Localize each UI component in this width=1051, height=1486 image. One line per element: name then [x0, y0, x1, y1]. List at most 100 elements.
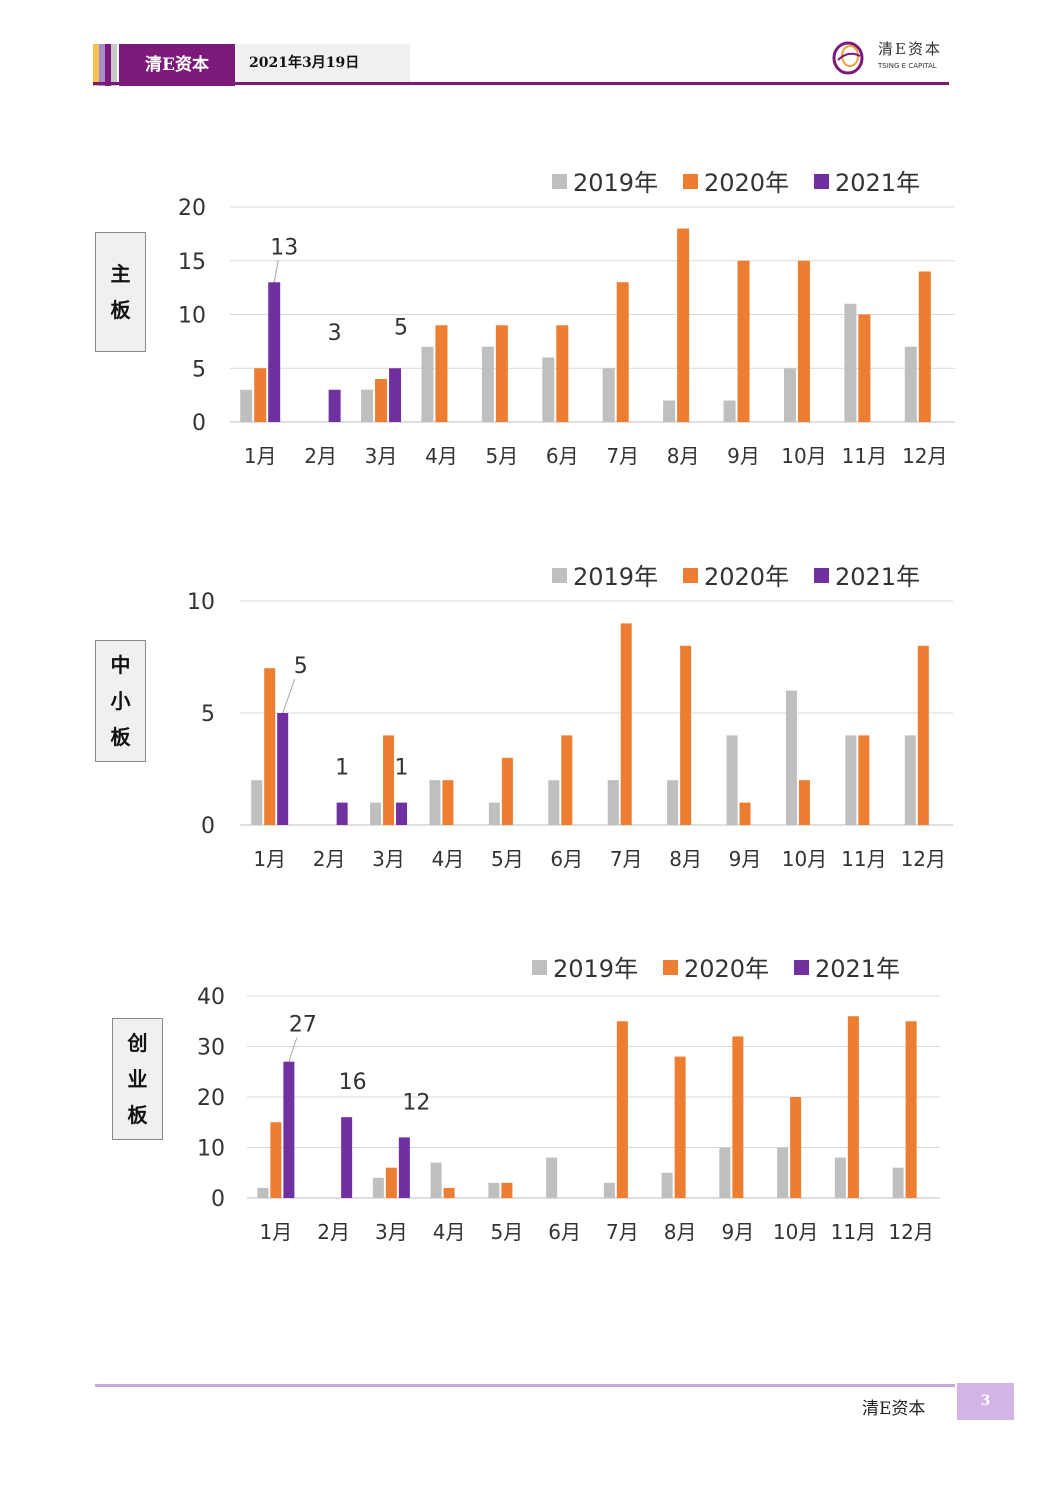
side-label-char: 创 — [127, 1031, 148, 1055]
x-tick-label: 4月 — [425, 444, 458, 468]
y-tick-label: 30 — [197, 1036, 225, 1061]
bar — [858, 735, 870, 825]
bar — [442, 780, 454, 825]
header-brand: 清E资本 — [119, 44, 235, 86]
bar — [481, 346, 494, 422]
x-tick-label: 6月 — [548, 1220, 581, 1244]
y-tick-label: 10 — [187, 590, 215, 615]
x-tick-label: 3月 — [365, 444, 398, 468]
footer-brand: 清E资本 — [862, 1399, 926, 1419]
x-tick-label: 11月 — [831, 1220, 876, 1244]
bar — [737, 260, 750, 422]
bar — [389, 368, 402, 422]
legend-label: 2020年 — [704, 169, 789, 197]
x-tick-label: 4月 — [433, 1220, 466, 1244]
bar — [723, 400, 736, 422]
bar — [732, 1036, 744, 1198]
legend-swatch — [683, 174, 698, 189]
data-label: 3 — [328, 321, 342, 346]
x-tick-label: 12月 — [902, 444, 947, 468]
bar — [798, 780, 810, 825]
data-label: 1 — [335, 756, 349, 781]
x-tick-label: 10月 — [773, 1220, 818, 1244]
bar — [421, 346, 434, 422]
header-date: 2021年3月19日 — [235, 44, 410, 82]
bar — [383, 735, 395, 825]
bar — [548, 780, 560, 825]
y-tick-label: 40 — [197, 985, 225, 1010]
side-label-main-board: 主 板 — [95, 232, 146, 352]
bar — [240, 389, 253, 422]
x-tick-label: 2月 — [304, 444, 337, 468]
side-label-char: 主 — [110, 262, 131, 286]
x-tick-label: 9月 — [722, 1220, 755, 1244]
data-label: 1 — [395, 756, 409, 781]
bar — [797, 260, 810, 422]
legend-swatch — [552, 568, 567, 583]
data-label: 12 — [402, 1090, 430, 1115]
bar — [361, 389, 374, 422]
bar — [277, 713, 289, 825]
bar — [834, 1157, 846, 1198]
bar — [785, 690, 797, 825]
y-tick-label: 10 — [197, 1137, 225, 1162]
bar — [904, 735, 916, 825]
side-label-sme-board: 中 小 板 — [95, 640, 146, 762]
x-tick-label: 1月 — [244, 444, 277, 468]
side-label-char: 板 — [110, 725, 131, 749]
legend-swatch — [683, 568, 698, 583]
legend-label: 2019年 — [573, 169, 658, 197]
bar — [847, 1016, 859, 1198]
side-label-char: 板 — [110, 298, 131, 322]
x-tick-label: 6月 — [550, 847, 583, 871]
side-label-char: 小 — [110, 689, 131, 713]
x-tick-label: 10月 — [781, 444, 826, 468]
x-tick-label: 9月 — [727, 444, 760, 468]
legend-label: 2021年 — [835, 563, 920, 591]
bar — [616, 1021, 628, 1198]
bar — [283, 1061, 295, 1198]
x-tick-label: 3月 — [372, 847, 405, 871]
bar — [264, 668, 276, 825]
bar — [257, 1187, 269, 1198]
x-tick-label: 8月 — [664, 1220, 697, 1244]
bar — [620, 623, 632, 825]
x-tick-label: 8月 — [667, 444, 700, 468]
bar — [858, 314, 871, 422]
brand-logo-icon — [832, 41, 864, 75]
x-tick-label: 6月 — [546, 444, 579, 468]
x-tick-label: 7月 — [610, 847, 643, 871]
x-tick-label: 5月 — [491, 847, 524, 871]
legend-swatch — [663, 960, 678, 975]
bar — [336, 802, 348, 825]
data-label-leader — [282, 678, 296, 714]
bar — [783, 368, 796, 422]
side-label-gem-board: 创 业 板 — [112, 1018, 163, 1140]
y-tick-label: 15 — [178, 250, 206, 275]
bar — [845, 735, 857, 825]
bar — [777, 1147, 789, 1198]
bar — [375, 379, 388, 422]
legend-label: 2019年 — [573, 563, 658, 591]
logo-text: 清E资本 — [878, 40, 942, 58]
bar — [251, 780, 263, 825]
header-color-bars — [93, 44, 119, 86]
bar — [268, 282, 281, 422]
legend-swatch — [532, 960, 547, 975]
data-label: 13 — [270, 235, 298, 260]
bar — [501, 1182, 513, 1198]
x-tick-label: 1月 — [260, 1220, 293, 1244]
y-tick-label: 0 — [211, 1187, 225, 1212]
x-tick-label: 12月 — [901, 847, 946, 871]
bar — [430, 1162, 442, 1198]
bar — [488, 802, 500, 825]
legend-label: 2021年 — [835, 169, 920, 197]
x-tick-label: 7月 — [606, 1220, 639, 1244]
data-label: 5 — [294, 654, 308, 679]
bar — [677, 228, 690, 422]
bar — [674, 1056, 686, 1198]
bar — [542, 357, 555, 422]
bar — [607, 780, 619, 825]
x-tick-label: 9月 — [729, 847, 762, 871]
y-tick-label: 5 — [201, 702, 215, 727]
